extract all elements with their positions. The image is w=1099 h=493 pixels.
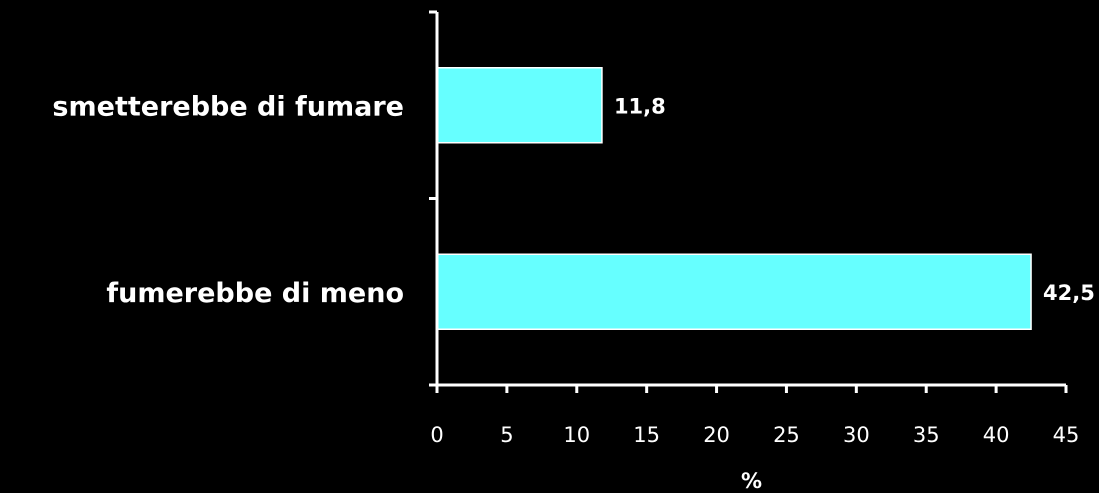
bar-1	[436, 253, 1032, 330]
x-tick-label-2: 10	[563, 423, 590, 447]
data-label-0: 11,8	[614, 94, 666, 118]
x-tick-label-9: 45	[1053, 423, 1080, 447]
x-tick-label-8: 40	[983, 423, 1010, 447]
x-tick-label-0: 0	[430, 423, 443, 447]
x-tick-label-4: 20	[703, 423, 730, 447]
category-label-1: fumerebbe di meno	[106, 278, 404, 309]
x-tick-label-3: 15	[633, 423, 660, 447]
x-tick-label-7: 35	[913, 423, 940, 447]
bar-0	[436, 67, 603, 144]
x-tick-label-6: 30	[843, 423, 870, 447]
x-axis-title: %	[741, 469, 762, 493]
x-tick-label-5: 25	[773, 423, 800, 447]
data-label-1: 42,5	[1043, 281, 1095, 305]
bars-layer	[436, 67, 1032, 330]
labels-layer: smetterebbe di fumare 11,8 fumerebbe di me…	[52, 91, 1094, 447]
axes-layer	[429, 10, 1068, 393]
x-tick-label-1: 5	[500, 423, 513, 447]
category-label-0: smetterebbe di fumare	[52, 91, 404, 122]
